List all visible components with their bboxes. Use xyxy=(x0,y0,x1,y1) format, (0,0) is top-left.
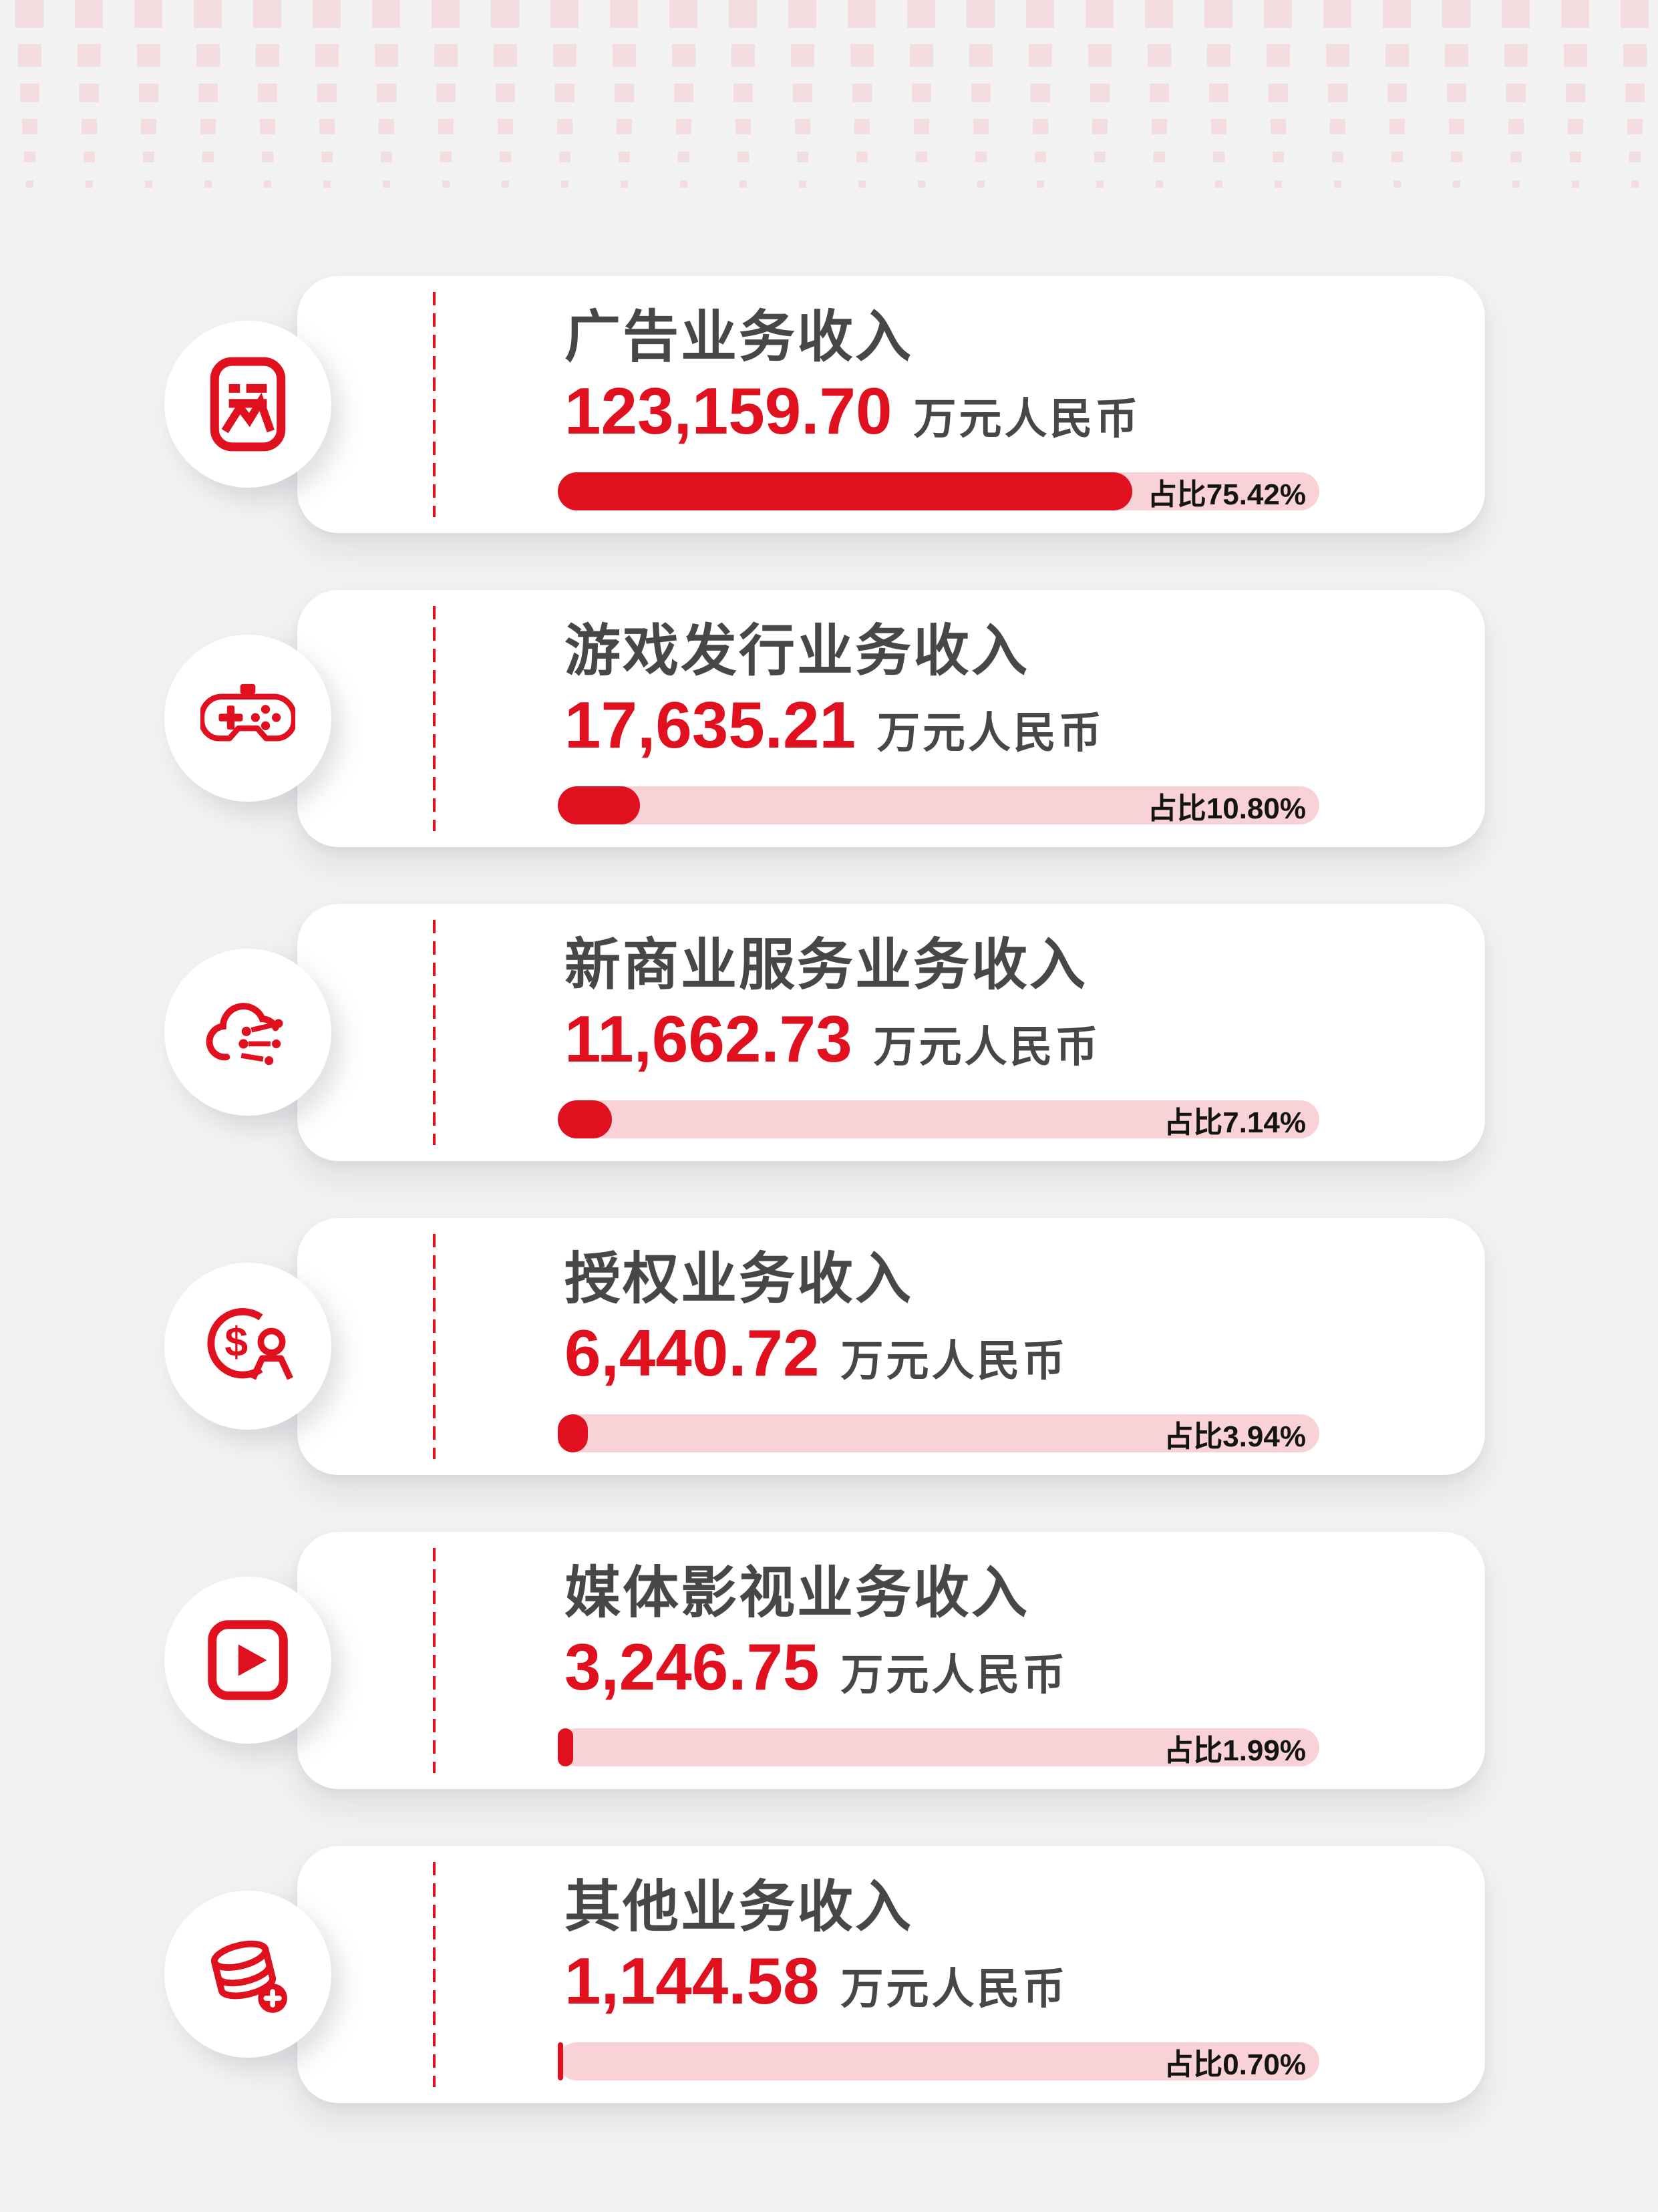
icon-badge xyxy=(164,321,331,488)
percent-label: 占比10.80% xyxy=(1147,792,1306,825)
percent-bar-fill xyxy=(558,1414,588,1452)
revenue-unit: 万元人民币 xyxy=(876,709,1104,757)
value-row: 6,440.72 万元人民币 xyxy=(564,1315,1067,1391)
percent-bar-fill xyxy=(558,786,641,824)
value-row: 3,246.75 万元人民币 xyxy=(564,1629,1067,1705)
value-row: 1,144.58 万元人民币 xyxy=(564,1943,1067,2019)
revenue-value: 17,635.21 xyxy=(564,688,856,762)
ad-banner-icon xyxy=(210,357,286,452)
revenue-card-advertising: 广告业务收入 123,159.70 万元人民币 占比75.42% xyxy=(164,276,1485,533)
icon-badge xyxy=(164,1577,331,1744)
revenue-unit: 万元人民币 xyxy=(840,1651,1068,1699)
dashed-divider xyxy=(433,1234,436,1459)
percent-bar-track: 占比0.70% xyxy=(558,2042,1319,2081)
dashed-divider xyxy=(433,920,436,1145)
dashed-divider xyxy=(433,606,436,831)
revenue-value: 11,662.73 xyxy=(564,1002,852,1076)
percent-bar-track: 占比3.94% xyxy=(558,1414,1319,1453)
segment-title: 媒体影视业务收入 xyxy=(564,1563,1030,1625)
svg-text:$: $ xyxy=(224,1319,248,1366)
icon-badge xyxy=(164,635,331,802)
segment-title: 游戏发行业务收入 xyxy=(564,621,1030,683)
segment-title: 授权业务收入 xyxy=(564,1249,914,1311)
percent-bar-fill xyxy=(558,1728,573,1766)
percent-bar-track: 占比7.14% xyxy=(558,1100,1319,1139)
revenue-unit: 万元人民币 xyxy=(840,1965,1068,2013)
revenue-card-list: 广告业务收入 123,159.70 万元人民币 占比75.42% 游戏发行业务收 xyxy=(164,276,1485,2160)
revenue-card-game-publishing: 游戏发行业务收入 17,635.21 万元人民币 占比10.80% xyxy=(164,590,1485,847)
revenue-value: 6,440.72 xyxy=(564,1316,820,1390)
dollar-person-icon: $ xyxy=(207,1308,293,1380)
percent-bar-track: 占比10.80% xyxy=(558,786,1319,825)
revenue-value: 3,246.75 xyxy=(564,1630,820,1704)
icon-badge xyxy=(164,949,331,1116)
segment-title: 其他业务收入 xyxy=(564,1877,914,1939)
percent-bar-fill xyxy=(558,472,1132,510)
percent-label: 占比1.99% xyxy=(1164,1734,1306,1767)
percent-bar-fill xyxy=(558,2042,563,2080)
revenue-unit: 万元人民币 xyxy=(840,1337,1068,1385)
segment-title: 新商业服务业务收入 xyxy=(564,935,1088,997)
revenue-value: 123,159.70 xyxy=(564,374,892,448)
percent-label: 占比0.70% xyxy=(1164,2048,1306,2081)
pattern-row xyxy=(0,152,1658,162)
pattern-row xyxy=(0,180,1658,188)
segment-title: 广告业务收入 xyxy=(564,307,914,369)
revenue-unit: 万元人民币 xyxy=(913,396,1141,443)
value-row: 123,159.70 万元人民币 xyxy=(564,373,1140,449)
percent-bar-fill xyxy=(558,1100,613,1138)
percent-label: 占比75.42% xyxy=(1147,478,1306,511)
dashed-divider xyxy=(433,1862,436,2087)
pattern-row xyxy=(0,0,1658,28)
percent-label: 占比7.14% xyxy=(1164,1106,1306,1139)
percent-bar-track: 占比75.42% xyxy=(558,472,1319,511)
value-row: 17,635.21 万元人民币 xyxy=(564,687,1104,763)
revenue-value: 1,144.58 xyxy=(564,1944,820,2018)
top-square-pattern xyxy=(0,0,1658,188)
cloud-network-icon xyxy=(206,1003,283,1066)
icon-badge xyxy=(164,1891,331,2058)
revenue-unit: 万元人民币 xyxy=(873,1023,1101,1071)
pattern-row xyxy=(0,44,1658,67)
revenue-card-licensing: $ 授权业务收入 6,440.72 万元人民币 占比3.94% xyxy=(164,1218,1485,1475)
dashed-divider xyxy=(433,1548,436,1773)
revenue-card-media-film: 媒体影视业务收入 3,246.75 万元人民币 占比1.99% xyxy=(164,1532,1485,1789)
value-row: 11,662.73 万元人民币 xyxy=(564,1001,1101,1077)
coins-icon xyxy=(210,1940,287,2013)
percent-label: 占比3.94% xyxy=(1164,1420,1306,1453)
video-play-icon xyxy=(208,1620,288,1700)
percent-bar-track: 占比1.99% xyxy=(558,1728,1319,1767)
dashed-divider xyxy=(433,292,436,517)
pattern-row xyxy=(0,119,1658,134)
gamepad-icon xyxy=(200,683,295,742)
pattern-row xyxy=(0,84,1658,102)
revenue-card-other: 其他业务收入 1,144.58 万元人民币 占比0.70% xyxy=(164,1846,1485,2103)
revenue-card-new-commercial-services: 新商业服务业务收入 11,662.73 万元人民币 占比7.14% xyxy=(164,904,1485,1161)
icon-badge: $ xyxy=(164,1263,331,1430)
